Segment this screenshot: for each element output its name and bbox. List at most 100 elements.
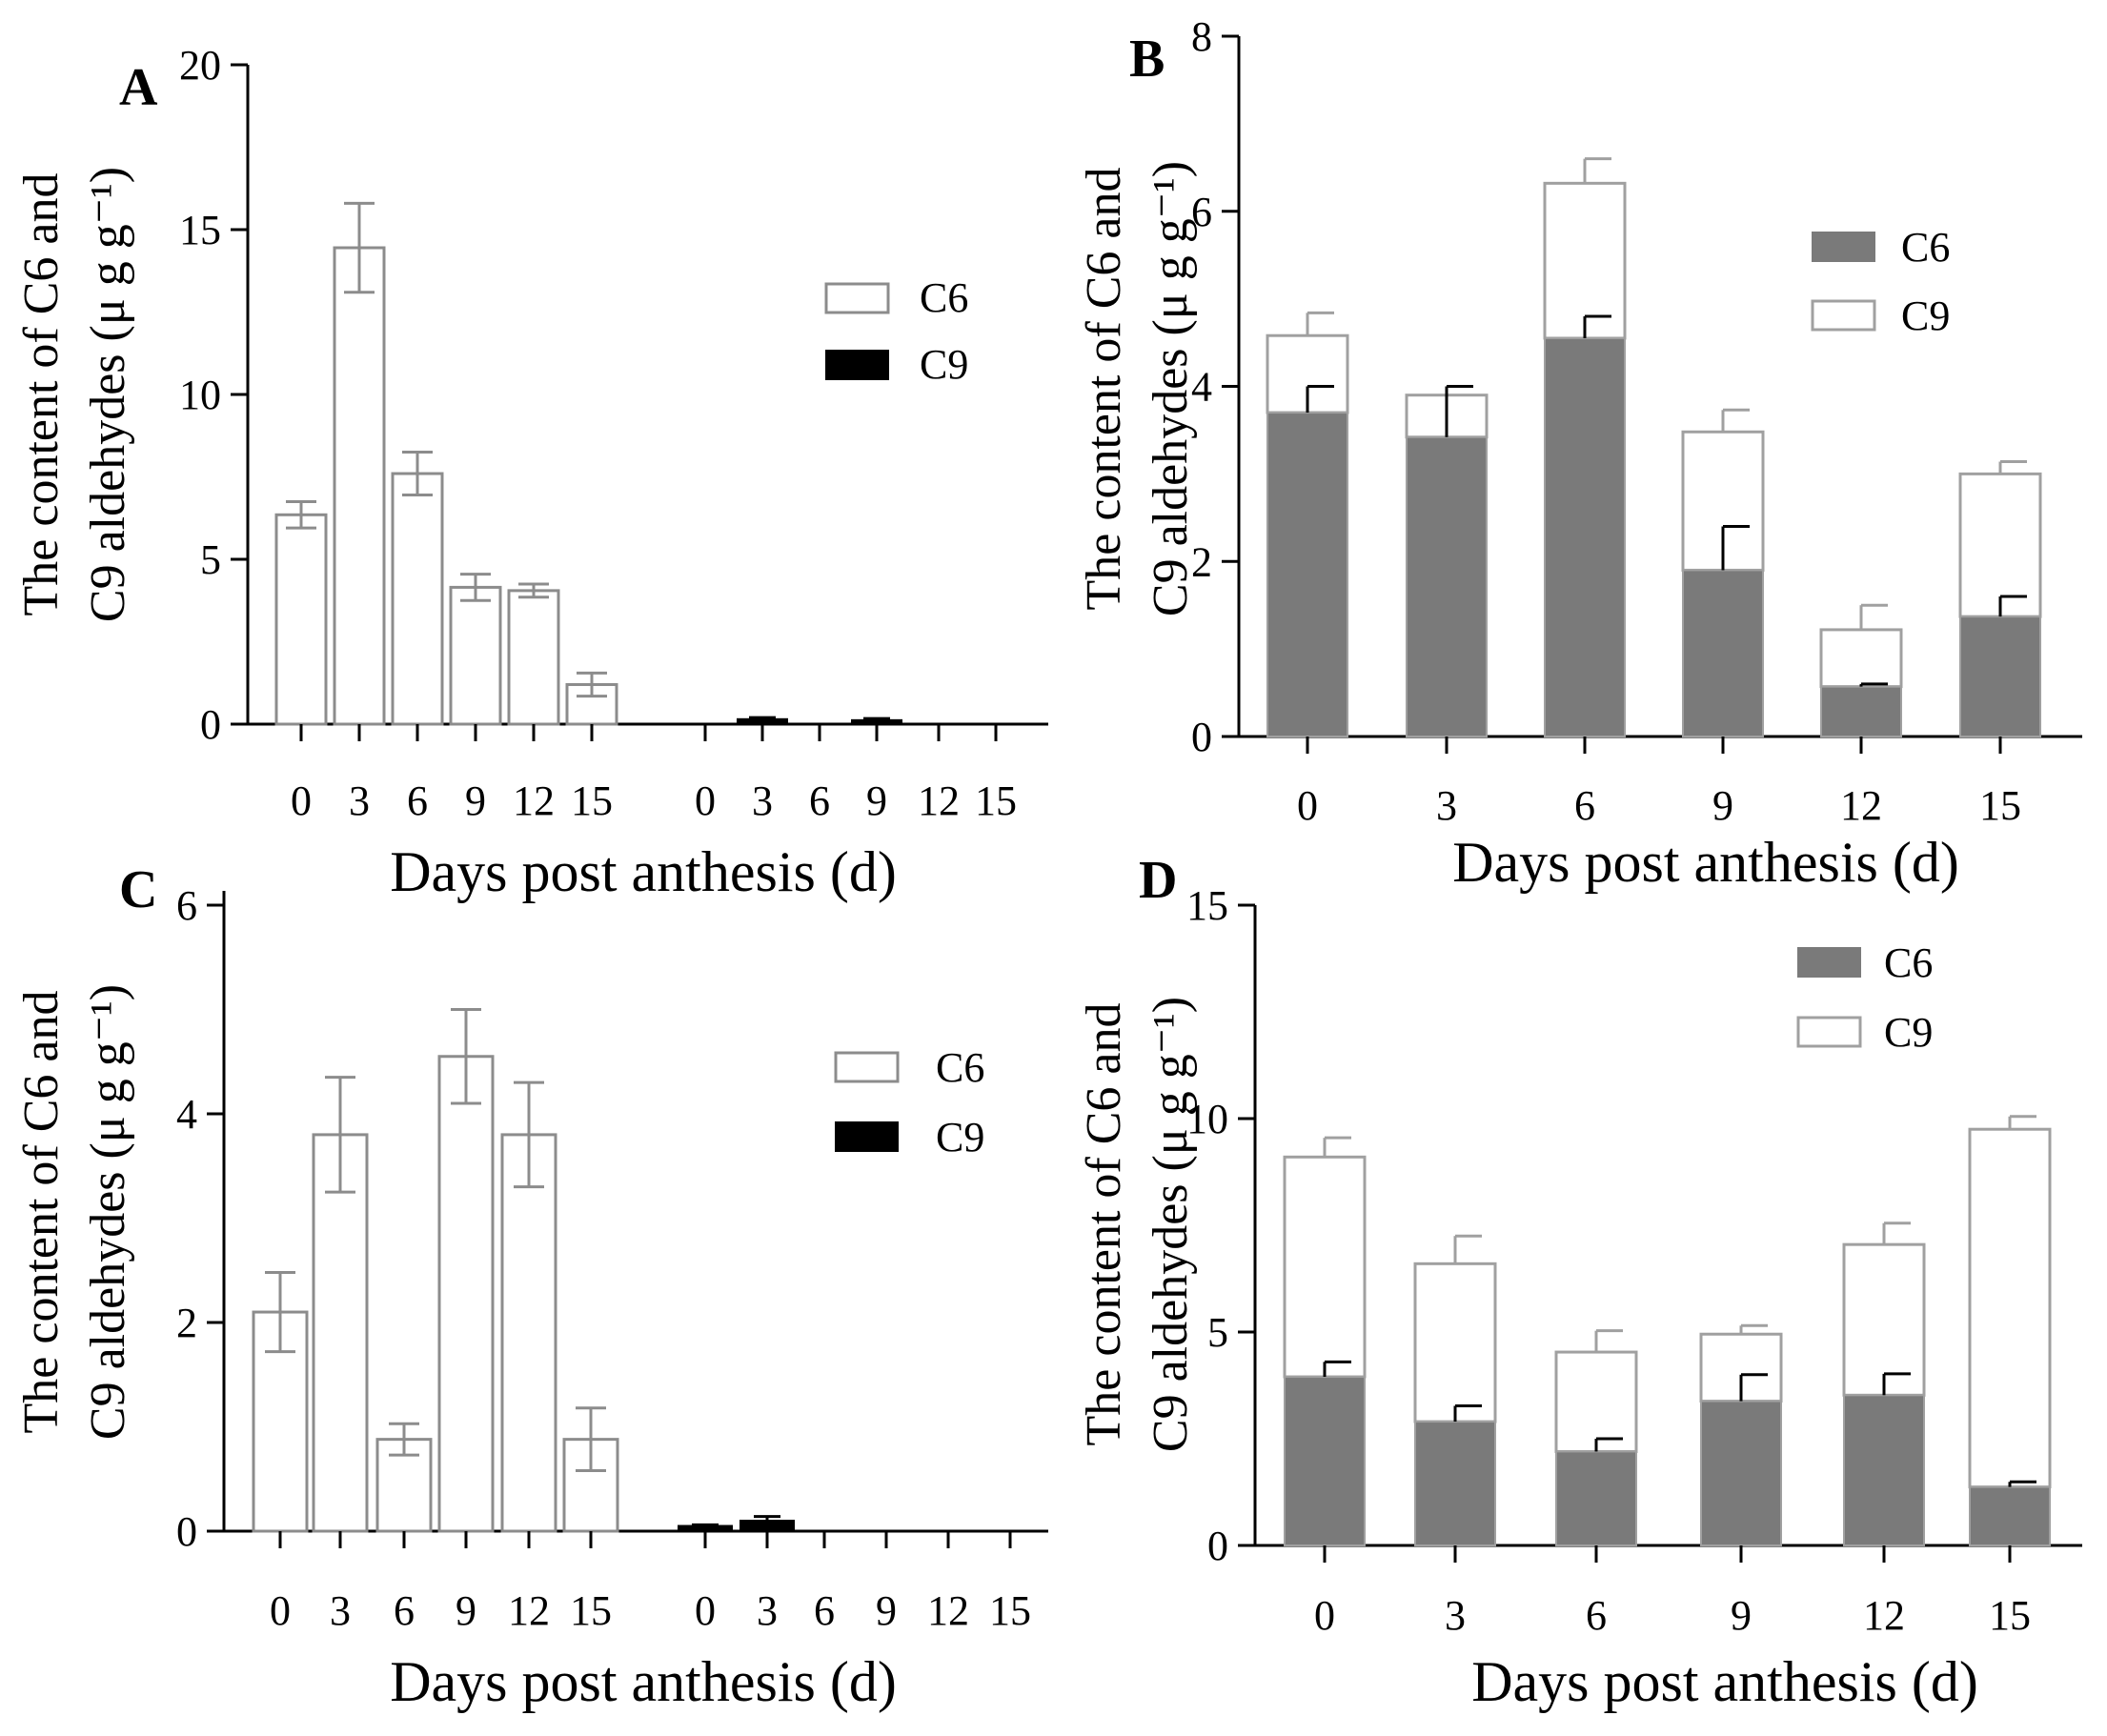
panel-c-x-tick-label: 9	[876, 1587, 897, 1634]
panel-b-bar-c6	[1266, 412, 1348, 737]
panel-d-bar-c9	[1283, 1155, 1367, 1379]
panel-d-bar-c6	[1555, 1450, 1637, 1546]
panel-b-y-ticks: 0 2 4 6 8	[1191, 13, 1239, 760]
panel-c-x-tick-label: 3	[330, 1587, 351, 1634]
panel-a-y-tick-label: 0	[200, 701, 221, 748]
panel-b-legend: C6 C9	[1811, 224, 1950, 339]
panel-a-y-tick-label: 10	[179, 372, 221, 418]
panel-a-legend: C6 C9	[824, 274, 968, 388]
panel-a-legend-c9-label: C9	[920, 341, 968, 388]
panel-d-bar-c6	[1414, 1421, 1496, 1546]
panel-d-x-tick-label: 3	[1445, 1592, 1466, 1639]
panel-c-bar-c6	[500, 1133, 557, 1533]
panel-b-x-axis-title: Days post anthesis (d)	[1452, 831, 1959, 894]
panel-a-bar-c6	[507, 589, 560, 726]
panel-b-bar-c9	[1819, 628, 1903, 689]
panel-d-y-axis-title-line1: The content of C6 and	[1077, 1003, 1131, 1446]
panel-d-y-tick-label: 5	[1207, 1309, 1228, 1356]
panel-d-bar-c6	[1969, 1485, 2051, 1547]
panel-b-y-tick-label: 0	[1191, 714, 1212, 760]
panel-b-x-tick-label: 12	[1840, 782, 1882, 829]
panel-b-y-axis-title-line1: The content of C6 and	[1077, 168, 1131, 611]
panel-a-x-tick-label: 3	[752, 777, 773, 824]
panel-c-bar-c6	[437, 1055, 495, 1533]
panel-d-bars	[1283, 1115, 2052, 1547]
panel-c-bar-c6	[312, 1133, 369, 1533]
panel-d-legend-c9-label: C9	[1884, 1009, 1933, 1056]
panel-d-y-tick-label: 15	[1186, 882, 1228, 929]
panel-a-y-axis-title-line2: C9 aldehydes (μ g g⁻¹)	[81, 167, 135, 622]
panel-b-x-tick-label: 0	[1297, 782, 1318, 829]
panel-b-bar-c6	[1682, 569, 1764, 737]
panel-d-bar-c9	[1968, 1127, 2052, 1489]
panel-d-x-tick-label: 0	[1314, 1592, 1335, 1639]
panel-a-y-tick-label: 15	[179, 207, 221, 253]
panel-b-y-tick-label: 8	[1191, 13, 1212, 60]
panel-b-legend-c6-swatch	[1812, 232, 1875, 262]
panel-d-y-tick-label: 10	[1186, 1096, 1228, 1142]
panel-d-x-axis-title: Days post anthesis (d)	[1471, 1650, 1978, 1713]
panel-b-bar-c9	[1958, 472, 2042, 618]
panel-b-y-tick-label: 2	[1191, 538, 1212, 585]
panel-c-x-tick-label: 0	[695, 1587, 716, 1634]
panel-d-y-tick-label: 0	[1207, 1523, 1228, 1569]
panel-b-bars	[1266, 157, 2042, 737]
panel-a-x-axis-title: Days post anthesis (d)	[390, 840, 897, 903]
panel-d-bar-c6	[1284, 1376, 1366, 1547]
panel-a-legend-c6-swatch	[824, 282, 890, 314]
panel-d-x-tick-label: 12	[1863, 1592, 1905, 1639]
panel-a-x-ticks: 0 3 6 9 12 15 0 3 6 9 12 15	[291, 724, 1017, 824]
panel-c-legend-c9-swatch	[835, 1121, 899, 1152]
panel-d-bar-c9	[1554, 1350, 1638, 1453]
panel-b-legend-c6-label: C6	[1901, 224, 1950, 271]
panel-d-bar-c6	[1700, 1400, 1782, 1547]
panel-c-x-tick-label: 0	[270, 1587, 291, 1634]
panel-a-bar-c6	[391, 472, 444, 726]
panel-c-legend-c6-swatch	[834, 1051, 900, 1083]
panel-d-x-tick-label: 9	[1731, 1592, 1752, 1639]
panel-a-bar-c6	[449, 585, 502, 726]
panel-a-x-tick-label: 0	[291, 777, 312, 824]
panel-b-bar-c6	[1544, 336, 1626, 737]
panel-d-x-ticks: 0 3 6 9 12 15	[1314, 1545, 2031, 1639]
panel-c-bars	[252, 1008, 795, 1533]
panel-c-x-axis-title: Days post anthesis (d)	[390, 1650, 897, 1713]
panel-c-x-tick-label: 3	[757, 1587, 778, 1634]
panel-b-x-tick-label: 9	[1712, 782, 1733, 829]
panel-d-bar-c9	[1413, 1262, 1497, 1423]
panel-b-legend-c9-swatch	[1811, 299, 1876, 332]
panel-b-x-ticks: 0 3 6 9 12 15	[1297, 737, 2021, 829]
panel-a-x-tick-label: 15	[571, 777, 613, 824]
panel-a-legend-c9-swatch	[825, 350, 889, 380]
panel-c-x-tick-label: 12	[508, 1587, 550, 1634]
panel-d-label: D	[1139, 851, 1177, 910]
panel-a-x-tick-label: 12	[918, 777, 960, 824]
panel-b-x-tick-label: 6	[1574, 782, 1595, 829]
panel-c-y-ticks: 0 2 4 6	[176, 882, 224, 1555]
panel-b-y-tick-label: 6	[1191, 189, 1212, 235]
panel-c-x-tick-label: 15	[989, 1587, 1031, 1634]
panel-d-y-axis-title-line2: C9 aldehydes (μ g g⁻¹)	[1144, 997, 1198, 1452]
panel-c-y-axis-title-line1: The content of C6 and	[14, 991, 69, 1434]
panel-a-x-tick-label: 0	[695, 777, 716, 824]
panel-c-y-tick-label: 2	[176, 1300, 197, 1346]
panel-c-x-tick-label: 6	[394, 1587, 415, 1634]
panel-d-x-tick-label: 15	[1989, 1592, 2031, 1639]
panel-a-bar-c6	[274, 513, 328, 726]
panel-a-legend-c6-label: C6	[920, 274, 968, 321]
panel-a-y-axis-title-line1: The content of C6 and	[14, 173, 69, 616]
panel-b-bar-c6	[1820, 685, 1902, 737]
panel-d-legend-c9-swatch	[1796, 1016, 1862, 1048]
panel-d-legend-c6-label: C6	[1884, 939, 1933, 986]
panel-d-bar-c6	[1843, 1394, 1925, 1546]
panel-c-legend-c9-label: C9	[936, 1114, 984, 1161]
panel-a-bar-c6	[333, 246, 386, 726]
panel-b-bar-c6	[1959, 616, 2041, 737]
panel-c-x-tick-label: 15	[570, 1587, 612, 1634]
panel-d-y-ticks: 0 5 10 15	[1186, 882, 1255, 1569]
panel-a-x-tick-label: 3	[349, 777, 370, 824]
panel-b-y-axis-title-line2: C9 aldehydes (μ g g⁻¹)	[1144, 161, 1198, 616]
